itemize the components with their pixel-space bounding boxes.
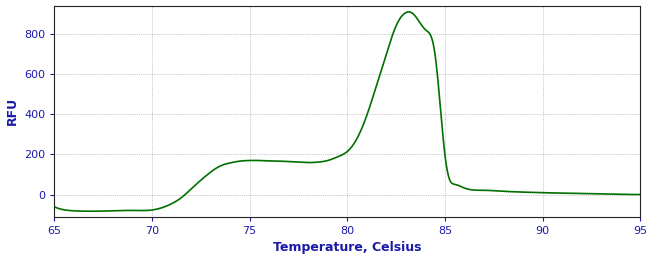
Y-axis label: RFU: RFU [6,97,18,125]
X-axis label: Temperature, Celsius: Temperature, Celsius [273,242,422,255]
